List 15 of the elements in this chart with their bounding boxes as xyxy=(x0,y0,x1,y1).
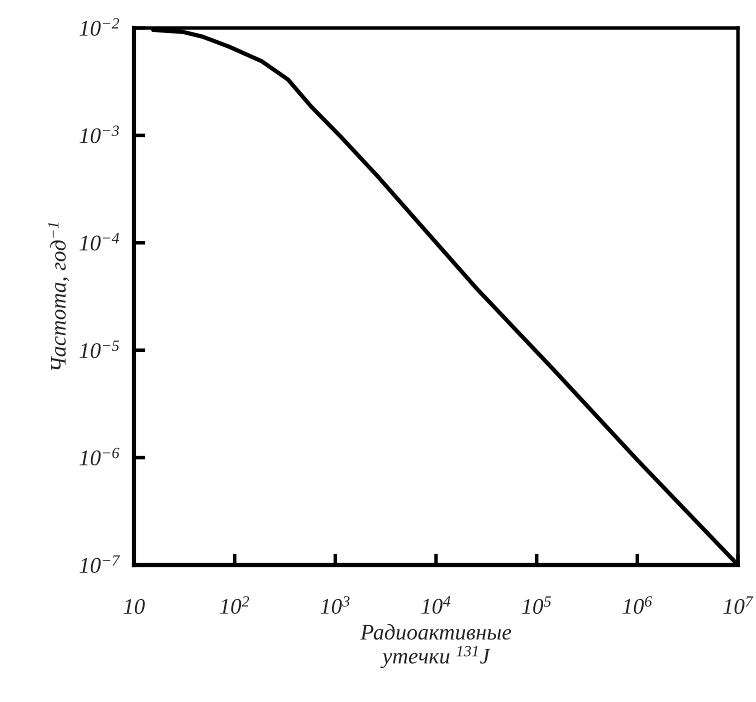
x-tick-label: 10$^{5}$ xyxy=(522,596,551,614)
x-axis-title: Радиоактивные утечки $^{131}$J xyxy=(360,624,512,668)
x-tick-label: 10$^{2}$ xyxy=(220,596,250,614)
y-tick-label: 10$^{−6}$ xyxy=(80,448,120,466)
y-tick-label: 10$^{−4}$ xyxy=(80,232,120,251)
y-tick-label: 10$^{−3}$ xyxy=(80,126,119,144)
y-tick-label: 10$^{−2}$ xyxy=(80,18,120,36)
x-tick-label: 10$^{7}$ xyxy=(723,596,754,614)
x-tick-label: 10$^{6}$ xyxy=(622,596,652,614)
x-tick-label: 10 xyxy=(124,598,145,614)
x-tick-label: 10$^{4}$ xyxy=(421,596,450,614)
x-tick-label: 10$^{3}$ xyxy=(320,596,350,614)
y-tick-label: 10$^{−7}$ xyxy=(80,555,120,573)
y-axis-title: Частота, год$^{−1}$ xyxy=(48,222,69,370)
y-tick-label: 10$^{−5}$ xyxy=(80,340,119,358)
